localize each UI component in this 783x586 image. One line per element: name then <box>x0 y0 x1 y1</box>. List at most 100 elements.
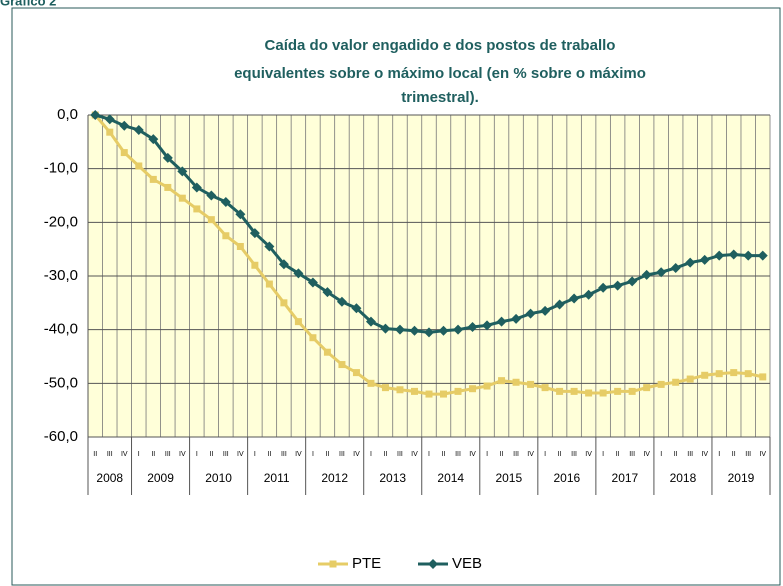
marker <box>496 316 507 327</box>
legend-label: VEB <box>452 555 482 572</box>
x-tick-label: I <box>718 451 720 458</box>
x-tick-label: II <box>325 451 329 458</box>
legend-label: PTE <box>352 555 381 572</box>
year-label: 2011 <box>264 471 290 485</box>
y-tick-label: -10,0 <box>44 160 78 177</box>
marker <box>728 249 739 260</box>
marker <box>394 324 405 335</box>
y-tick-label: 0,0 <box>57 106 78 123</box>
marker <box>148 134 159 145</box>
x-tick-label: IV <box>237 451 244 458</box>
marker <box>120 149 128 157</box>
marker <box>759 373 767 381</box>
marker <box>743 250 754 261</box>
x-tick-label: III <box>281 451 287 458</box>
marker <box>265 280 273 288</box>
marker <box>598 282 609 293</box>
marker <box>280 299 288 307</box>
marker <box>454 387 462 395</box>
legend-marker <box>428 559 438 569</box>
marker <box>191 182 202 193</box>
marker <box>236 242 244 250</box>
y-tick-label: -30,0 <box>44 267 78 284</box>
year-label: 2009 <box>147 471 174 485</box>
x-tick-label: I <box>660 451 662 458</box>
marker <box>235 209 246 220</box>
marker <box>338 361 346 369</box>
marker <box>164 183 172 191</box>
marker <box>278 259 289 270</box>
marker <box>410 387 418 395</box>
marker <box>525 308 536 319</box>
x-tick-label: I <box>138 451 140 458</box>
marker <box>467 321 478 332</box>
x-tick-label: II <box>151 451 155 458</box>
marker <box>177 166 188 177</box>
marker <box>643 384 651 392</box>
marker <box>249 228 260 239</box>
x-tick-label: III <box>687 451 693 458</box>
year-label: 2012 <box>321 471 348 485</box>
marker <box>569 293 580 304</box>
marker <box>685 257 696 268</box>
marker <box>104 114 115 125</box>
x-tick-label: IV <box>121 451 128 458</box>
year-label: 2013 <box>379 471 406 485</box>
x-tick-label: II <box>674 451 678 458</box>
marker <box>396 386 404 394</box>
marker <box>90 110 101 120</box>
marker <box>365 316 376 327</box>
x-tick-label: IV <box>643 451 650 458</box>
marker <box>206 190 217 201</box>
marker <box>583 289 594 300</box>
x-tick-label: IV <box>179 451 186 458</box>
x-tick-label: IV <box>469 451 476 458</box>
x-tick-label: I <box>544 451 546 458</box>
marker <box>133 125 144 136</box>
marker <box>438 325 449 336</box>
legend-marker <box>329 560 337 568</box>
marker <box>527 380 535 388</box>
marker <box>307 277 318 288</box>
marker <box>628 387 636 395</box>
x-tick-label: III <box>513 451 519 458</box>
marker <box>323 348 331 356</box>
marker <box>744 370 752 378</box>
year-label: 2008 <box>96 471 123 485</box>
marker <box>193 205 201 213</box>
y-tick-label: -50,0 <box>44 374 78 391</box>
x-tick-label: III <box>165 451 171 458</box>
year-label: 2015 <box>495 471 522 485</box>
x-tick-label: II <box>616 451 620 458</box>
chart-title: equivalentes sobre o máximo local (en % … <box>234 65 646 82</box>
x-tick-label: II <box>384 451 388 458</box>
marker <box>440 390 448 398</box>
marker <box>540 305 551 316</box>
marker <box>220 196 231 207</box>
marker <box>149 175 157 183</box>
x-tick-label: IV <box>411 451 418 458</box>
marker <box>656 267 667 278</box>
marker <box>672 378 680 386</box>
marker <box>336 296 347 307</box>
marker <box>657 380 665 388</box>
x-tick-label: I <box>486 451 488 458</box>
marker <box>599 389 607 397</box>
x-tick-label: III <box>339 451 345 458</box>
marker <box>106 128 114 136</box>
x-tick-label: IV <box>353 451 360 458</box>
year-label: 2010 <box>205 471 232 485</box>
x-tick-label: I <box>428 451 430 458</box>
marker <box>498 377 506 385</box>
x-tick-label: III <box>455 451 461 458</box>
chart-title: trimestral). <box>401 89 479 106</box>
marker <box>178 194 186 202</box>
x-tick-label: IV <box>585 451 592 458</box>
marker <box>380 323 391 334</box>
marker <box>512 378 520 386</box>
header: Gráfico 2 <box>0 0 56 8</box>
x-tick-label: III <box>629 451 635 458</box>
x-tick-label: II <box>732 451 736 458</box>
x-tick-label: I <box>196 451 198 458</box>
marker <box>352 369 360 377</box>
